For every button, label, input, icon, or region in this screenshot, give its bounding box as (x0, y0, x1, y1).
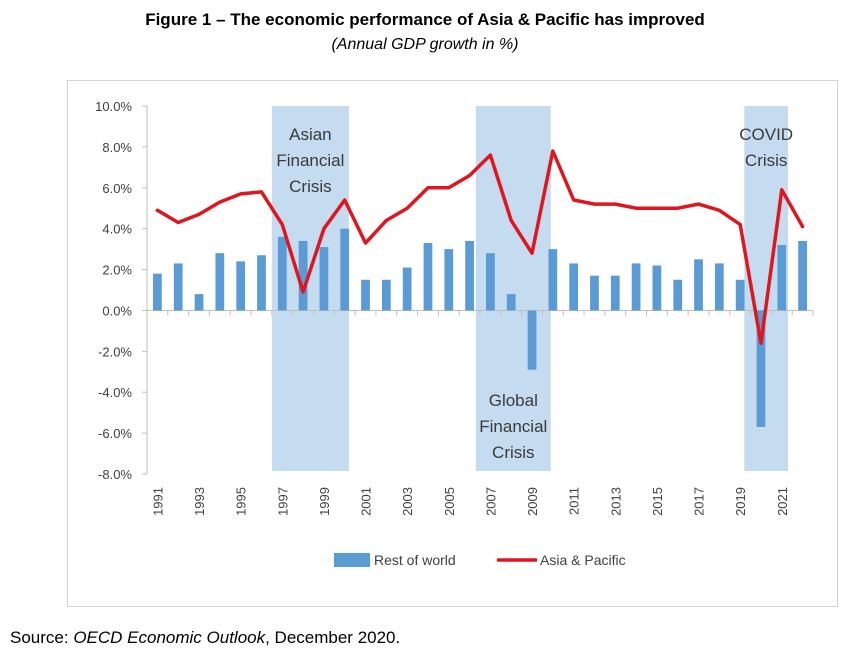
y-tick-label: -8.0% (98, 467, 132, 482)
x-tick-label: 2003 (400, 487, 415, 516)
bar (236, 261, 246, 311)
legend-label-rest-of-world: Rest of world (374, 552, 456, 568)
x-tick-label: 2019 (733, 487, 748, 516)
bar (340, 228, 350, 311)
y-tick-label: 10.0% (95, 99, 132, 114)
source-prefix: Source: (10, 628, 74, 647)
x-tick-label: 2001 (359, 487, 374, 516)
bar (610, 275, 620, 311)
bar (486, 253, 495, 311)
bar (673, 279, 683, 311)
x-tick-label: 2011 (567, 487, 582, 515)
legend-bar-swatch (334, 553, 370, 567)
bar (590, 275, 599, 311)
bar (714, 263, 724, 311)
figure-title: Figure 1 – The economic performance of A… (145, 10, 705, 29)
y-tick-label: -4.0% (98, 385, 132, 400)
asia-pacific-line (155, 149, 805, 345)
crisis-label: Global (489, 391, 538, 410)
bar (756, 310, 766, 427)
source-suffix: , December 2020. (265, 628, 401, 647)
crisis-label: Crisis (745, 151, 788, 170)
legend-label-asia-pacific: Asia & Pacific (540, 552, 626, 568)
x-tick-label: 1995 (234, 487, 249, 516)
bar (444, 249, 454, 311)
crisis-label: Financial (479, 417, 547, 436)
crisis-label: COVID (739, 125, 793, 144)
bar (402, 267, 412, 311)
y-tick-label: -2.0% (98, 344, 132, 359)
crisis-label: Asian (289, 125, 332, 144)
bar (777, 245, 787, 311)
bar (527, 310, 537, 370)
gdp-growth-chart: 10.0% 8.0% 6.0% 4.0% 2.0% 0.0% -2.0% -4.0% -6.0%… (95, 99, 814, 568)
y-tick-label: -6.0% (98, 426, 132, 441)
y-tick-label: 2.0% (102, 263, 132, 278)
crisis-label: Crisis (492, 443, 535, 462)
bar (569, 263, 579, 311)
source-publication: OECD Economic Outlook (73, 628, 266, 647)
bar (277, 236, 287, 311)
x-tick-label: 1999 (317, 487, 332, 516)
x-tick-label: 1997 (275, 487, 290, 516)
y-tick-label: 4.0% (102, 222, 132, 237)
crisis-label: Crisis (289, 177, 332, 196)
bar (798, 240, 807, 311)
bar (694, 259, 703, 311)
x-tick-label: 2007 (483, 487, 498, 516)
x-tick-label: 2017 (692, 487, 707, 516)
bar (631, 263, 641, 311)
x-tick-label: 1993 (192, 487, 207, 516)
bar (652, 265, 662, 311)
bar (257, 255, 266, 311)
x-tick-label: 2009 (525, 487, 540, 516)
bar (319, 247, 329, 311)
x-tick-label: 2013 (608, 487, 623, 516)
crisis-label: Financial (276, 151, 344, 170)
bar (194, 294, 204, 311)
x-tick-label: 2021 (775, 487, 790, 516)
bar (506, 294, 516, 311)
bar (361, 279, 370, 311)
bar (298, 240, 308, 311)
x-tick-label: 1991 (150, 487, 165, 516)
bar (381, 279, 391, 311)
y-tick-label: 0.0% (102, 303, 132, 318)
bar (173, 263, 183, 311)
bar (465, 240, 474, 311)
bar (215, 253, 225, 311)
y-tick-label: 6.0% (102, 181, 132, 196)
bar (153, 273, 162, 311)
x-tick-label: 2005 (442, 487, 457, 516)
chart-frame (67, 80, 838, 607)
bar (548, 249, 558, 311)
y-tick-label: 8.0% (102, 140, 132, 155)
source-note: Source: OECD Economic Outlook, December … (10, 628, 400, 648)
bar (735, 279, 745, 311)
x-tick-label: 2015 (650, 487, 665, 516)
bar (423, 242, 433, 311)
figure-subtitle: (Annual GDP growth in %) (331, 36, 519, 53)
